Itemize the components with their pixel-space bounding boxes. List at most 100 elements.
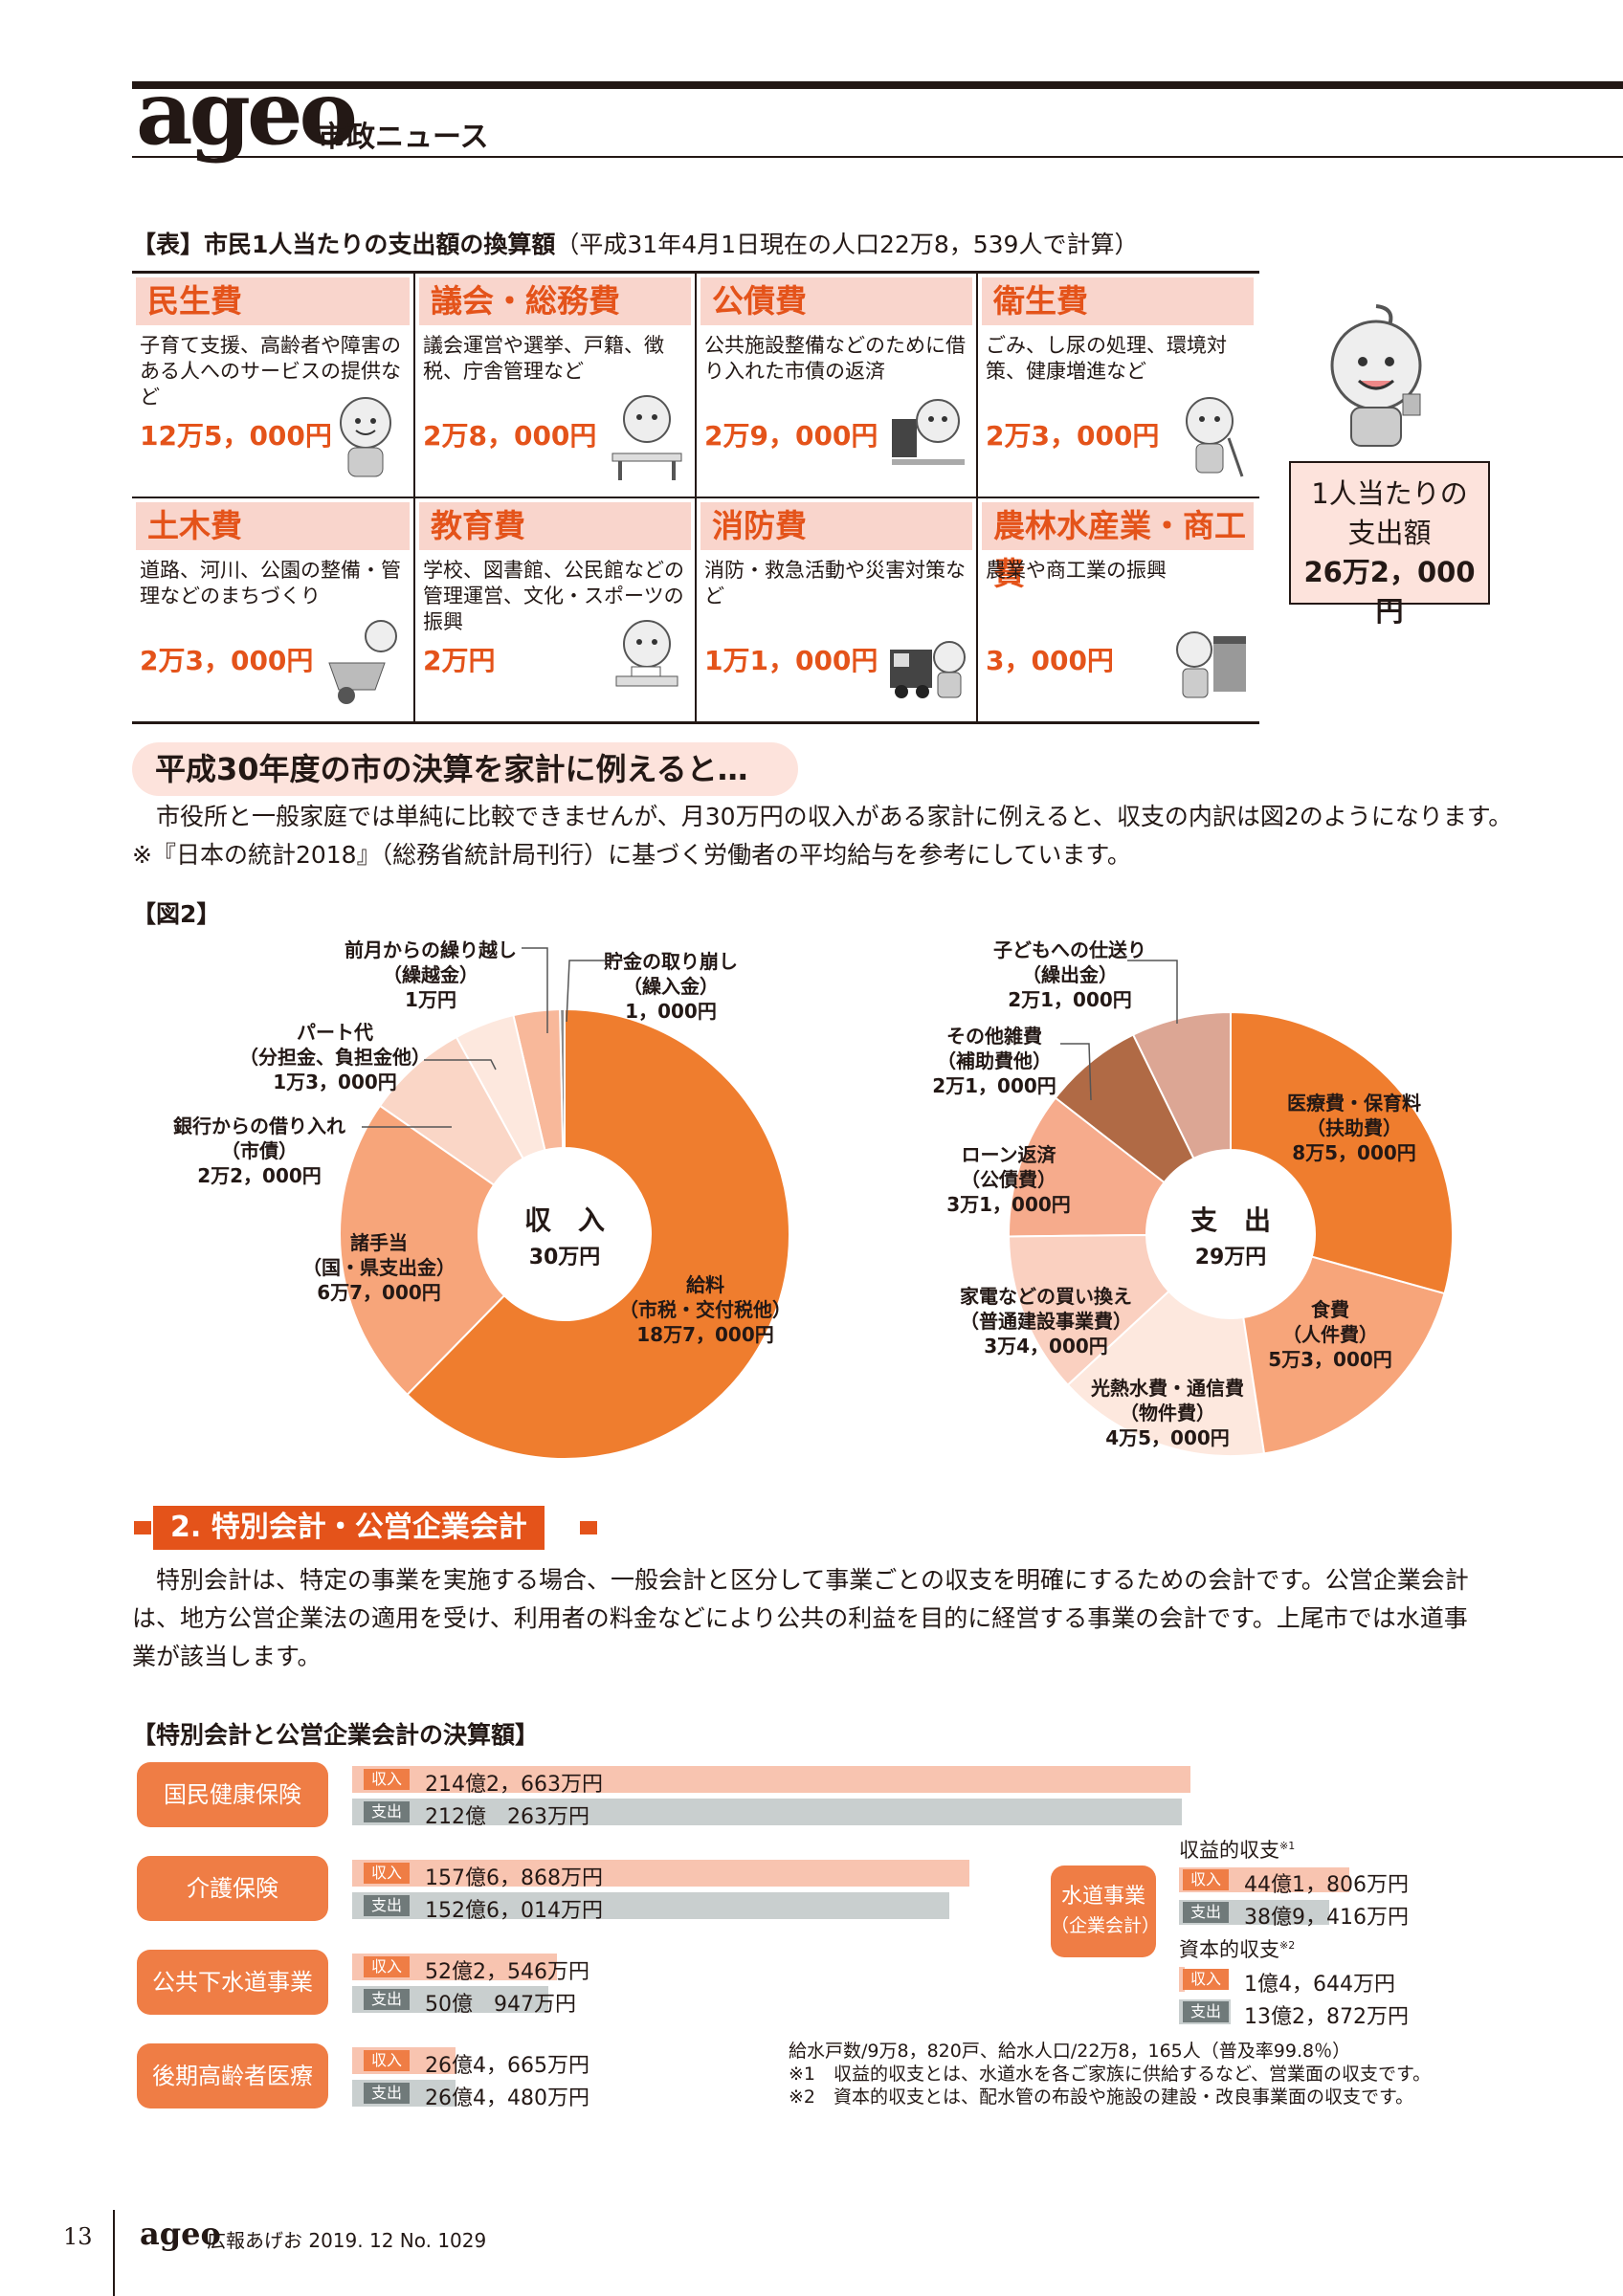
- footer-issue: 広報あげお 2019. 12 No. 1029: [207, 2229, 487, 2252]
- cell-desc: 農業や商工業の振興: [986, 559, 1167, 582]
- expense-value-label: 50億 947万円: [425, 1993, 576, 2017]
- cell-amount: 2万9，000円: [704, 420, 878, 452]
- income-label-bank: 銀行からの借り入れ （市債） 2万2，000円: [173, 1115, 345, 1187]
- expense-label-medical: 医療費・保育料 （扶助費） 8万5，000円: [1287, 1092, 1421, 1164]
- table-cell: 農林水産業・商工費 農業や商工業の振興 3，000円: [976, 498, 1257, 721]
- bar-category-label: 介護保険: [137, 1856, 328, 1921]
- table-caption: 【表】市民1人当たりの支出額の換算額（平成31年4月1日現在の人口22万8，53…: [132, 231, 1139, 258]
- fire-truck-icon: [890, 641, 966, 698]
- per-person-line1: 1人当たりの: [1311, 477, 1468, 510]
- per-person-amount: 26万2，000円: [1303, 556, 1476, 628]
- water-capital-in-bar: [1179, 1967, 1185, 1992]
- expense-label-appliance: 家電などの買い換え （普通建設事業費） 3万4，000円: [960, 1285, 1132, 1358]
- water-revenue-in: 44億1，806万円: [1244, 1873, 1409, 1897]
- mascot-icon: [892, 399, 965, 465]
- income-label-salary: 給料 （市税・交付税他） 18万7，000円: [619, 1273, 791, 1346]
- cell-title: 消防費: [700, 502, 972, 550]
- cell-title: 教育費: [419, 502, 691, 550]
- table-cell: 衛生費 ごみ、し尿の処理、環境対策、健康増進など 2万3，000円: [976, 274, 1257, 497]
- expense-bar: [352, 1799, 1182, 1825]
- income-tag: 収入: [1183, 1869, 1229, 1890]
- table-cell: 消防費 消防・救急活動や災害対策など 1万1，000円: [695, 498, 976, 721]
- cell-title: 衛生費: [982, 277, 1254, 325]
- special-accounts-heading: 2. 特別会計・公営企業会計: [153, 1506, 545, 1550]
- income-label-part: パート代 （分担金、負担金他） 1万3，000円: [239, 1021, 431, 1093]
- expense-tag: 支出: [364, 1989, 410, 2010]
- cell-desc: ごみ、し尿の処理、環境対策、健康増進など: [986, 334, 1227, 383]
- water-note-3: ※2 資本的収支とは、配水管の布設や施設の建設・改良事業面の収支です。: [789, 2086, 1414, 2108]
- expense-value-label: 212億 263万円: [425, 1805, 589, 1829]
- bar-category-label: 後期高齢者医療: [137, 2043, 328, 2108]
- cell-title: 農林水産業・商工費: [982, 502, 1254, 592]
- cell-amount: 1万1，000円: [704, 645, 878, 676]
- water-note-1: 給水戸数/9万8，820戸、給水人口/22万8，165人（普及率99.8％）: [789, 2041, 1351, 2062]
- cell-desc: 公共施設整備などのために借り入れた市債の返済: [704, 334, 966, 383]
- water-capital-in: 1億4，644万円: [1244, 1973, 1395, 1997]
- expense-tag: 支出: [1183, 2001, 1229, 2022]
- table-cell: 土木費 道路、河川、公園の整備・管理などのまちづくり 2万3，000円: [132, 498, 413, 721]
- table-row: 土木費 道路、河川、公園の整備・管理などのまちづくり 2万3，000円 教育費学校、…: [132, 497, 1259, 721]
- cell-amount: 2万円: [423, 645, 496, 676]
- income-tag: 収入: [364, 1863, 410, 1884]
- expense-center-total: 29万円: [1194, 1246, 1267, 1269]
- footer-divider: [113, 2210, 115, 2296]
- expense-label-food: 食費 （人件費） 5万3，000円: [1268, 1298, 1392, 1371]
- expense-slice-2: [1066, 1290, 1266, 1457]
- expense-label-misc: その他雑費 （補助費他） 2万1，000円: [932, 1025, 1056, 1097]
- expense-slice-4: [1008, 1096, 1166, 1238]
- income-slice-3: [455, 1014, 546, 1160]
- expense-label-utility: 光熱水費・通信費 （物件費） 4万5，000円: [1091, 1377, 1244, 1449]
- wheelbarrow-icon: [328, 620, 397, 704]
- cell-amount: 2万8，000円: [423, 420, 597, 452]
- mascot-icon: [1330, 304, 1422, 447]
- household-paragraph: 市役所と一般家庭では単純に比較できませんが、月30万円の収入がある家計に例えると…: [132, 803, 1524, 869]
- cell-title: 民生費: [136, 277, 410, 325]
- page-number: 13: [63, 2223, 93, 2250]
- section-heading: 平成30年度の市の決算を家計に例えると…: [132, 742, 798, 796]
- income-bar: [352, 1766, 1190, 1793]
- cell-amount: 2万3，000円: [140, 645, 314, 676]
- income-value-label: 214億2，663万円: [425, 1773, 603, 1797]
- special-paragraph: 特別会計は、特定の事業を実施する場合、一般会計と区分して事業ごとの収支を明確にす…: [132, 1566, 1469, 1670]
- table-cell: 公債費公共施設整備などのために借り入れた市債の返済 2万9，000円: [695, 274, 976, 497]
- expense-table: 民生費 子育て支援、高齢者や障害のある人へのサービスの提供など 12万5，000円 …: [132, 271, 1259, 724]
- water-utility-badge: 水道事業 （企業会計）: [1051, 1866, 1160, 1957]
- water-note-2: ※1 収益的収支とは、水道水を各ご家族に供給するなど、営業面の収支です。: [789, 2064, 1432, 2085]
- cell-title: 公債費: [700, 277, 972, 325]
- income-value-label: 52億2，546万円: [425, 1960, 589, 1984]
- mascot-icon: [340, 397, 391, 477]
- per-person-line2: 支出額: [1347, 517, 1432, 549]
- income-label-allowance: 諸手当 （国・県支出金） 6万7，000円: [302, 1231, 456, 1304]
- table-cell: 議会・総務費 議会運営や選挙、戸籍、徴税、庁舎管理など 2万8，000円: [413, 274, 695, 497]
- mascot-icon: [615, 620, 678, 687]
- cell-title: 議会・総務費: [419, 277, 691, 325]
- expense-slice-0: [1230, 1010, 1454, 1295]
- figure-label: 【図2】: [132, 900, 221, 928]
- expense-center-title: 支 出: [1189, 1204, 1271, 1236]
- expense-value-label: 152億6，014万円: [425, 1899, 603, 1923]
- shop-icon: [1176, 631, 1246, 698]
- header-underline: [132, 156, 1623, 158]
- water-revenue-out: 38億9，416万円: [1244, 1906, 1409, 1930]
- income-center-title: 収 入: [523, 1204, 605, 1236]
- header-rule: [132, 81, 1623, 89]
- donut-charts: [339, 947, 1454, 1460]
- mascot-icon: [611, 395, 682, 480]
- income-slice-2: [378, 1035, 524, 1187]
- income-tag: 収入: [364, 1769, 410, 1790]
- per-person-total: 1人当たりの 支出額 26万2，000円: [1289, 461, 1490, 628]
- water-capital-out: 13億2，872万円: [1244, 2005, 1409, 2029]
- expense-tag: 支出: [364, 1895, 410, 1916]
- expense-tag: 支出: [364, 2083, 410, 2104]
- income-bar: [352, 1860, 969, 1887]
- income-value-label: 157億6，868万円: [425, 1866, 603, 1890]
- expense-label-loan: ローン返済 （公債費） 3万1，000円: [946, 1143, 1071, 1216]
- income-tag: 収入: [364, 2050, 410, 2071]
- footer-logo: ageo: [140, 2216, 221, 2252]
- heading-marker-left: [134, 1521, 151, 1534]
- cell-desc: 学校、図書館、公民館などの管理運営、文化・スポーツの振興: [423, 559, 684, 633]
- ageo-logo: ageo: [136, 61, 358, 165]
- heading-marker-right: [580, 1521, 597, 1534]
- cell-amount: 3，000円: [986, 645, 1114, 676]
- expense-tag: 支出: [1183, 1902, 1229, 1923]
